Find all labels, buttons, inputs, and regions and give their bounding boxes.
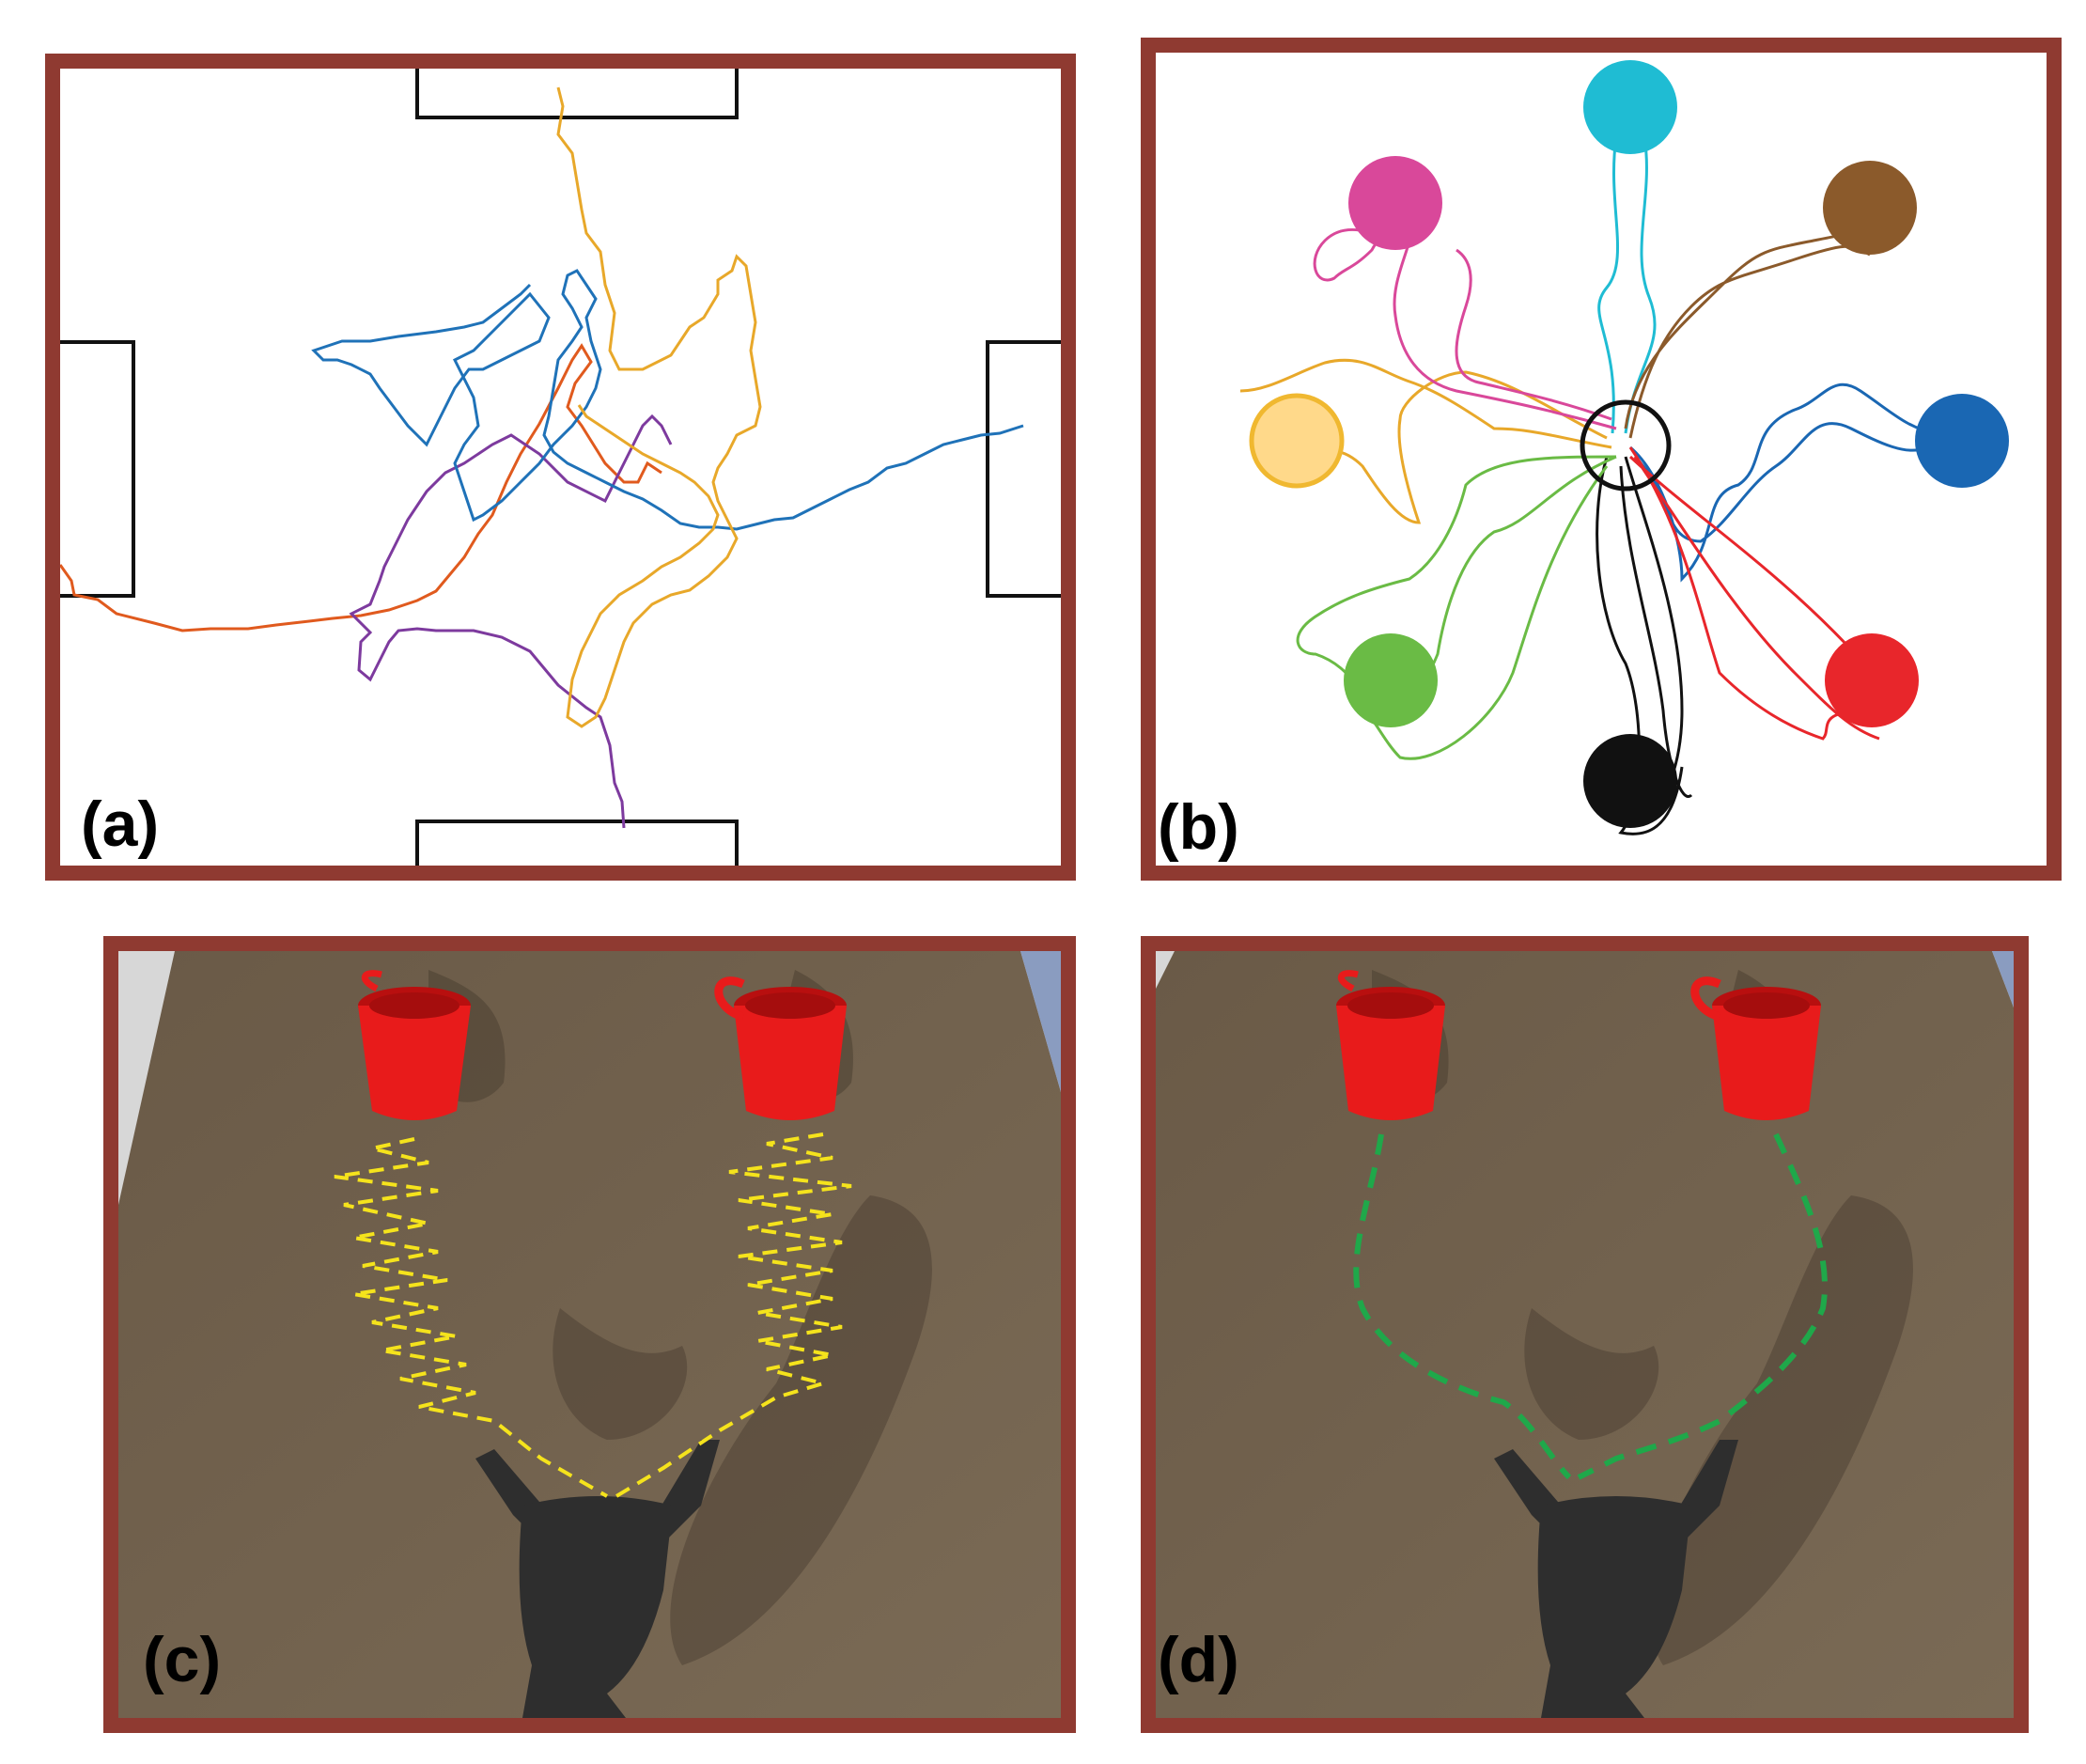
panel-d-label: (d) [1158, 1624, 1239, 1695]
mug-left [358, 970, 471, 1120]
panel-c: (c) [103, 936, 1076, 1733]
zigzag-path-left [334, 1137, 608, 1498]
panel-c-label: (c) [143, 1624, 222, 1695]
mug-left [1336, 970, 1445, 1120]
goal-right [986, 340, 1061, 598]
target-black [1583, 734, 1677, 828]
target-blue [1915, 394, 2009, 488]
panel-a-label: (a) [81, 788, 160, 860]
goal-bottom [415, 820, 739, 866]
smooth-path-left [1353, 1133, 1572, 1480]
panel-d: (d) [1141, 936, 2029, 1733]
robot-hand [475, 1440, 720, 1718]
center-start-circle [1580, 399, 1672, 492]
trajectory-orange-yellow [1239, 358, 1612, 524]
trajectory-cyan [1597, 136, 1657, 434]
goal-left [60, 340, 135, 598]
mug-right [1690, 976, 1821, 1120]
smooth-path-right [1577, 1132, 1828, 1480]
trajectory-yellow [556, 86, 762, 728]
panel-b: (b) [1141, 38, 2062, 881]
target-cyan [1583, 60, 1677, 154]
goal-top [415, 69, 739, 119]
mug-right [714, 976, 847, 1120]
trajectory-purple [349, 414, 673, 829]
trajectory-orange-red [60, 343, 662, 632]
robot-hand [1494, 1440, 1738, 1718]
target-brown [1823, 161, 1917, 255]
trajectory-blue [311, 269, 1024, 531]
robot-scene-smooth [1156, 951, 2014, 1718]
target-red [1825, 633, 1919, 727]
panel-a: (a) [45, 54, 1076, 881]
zigzag-path-right [615, 1132, 852, 1498]
panel-b-label: (b) [1158, 791, 1239, 863]
target-light-yellow [1249, 393, 1345, 489]
target-green [1344, 633, 1438, 727]
trajectory-green [1296, 455, 1617, 760]
center-out-reaching-trajectories [1156, 53, 2047, 866]
trajectory-blue [1629, 382, 1937, 583]
robot-scene-zigzag [118, 951, 1061, 1718]
soccer-field-trajectories [60, 69, 1061, 866]
target-magenta [1348, 156, 1442, 250]
